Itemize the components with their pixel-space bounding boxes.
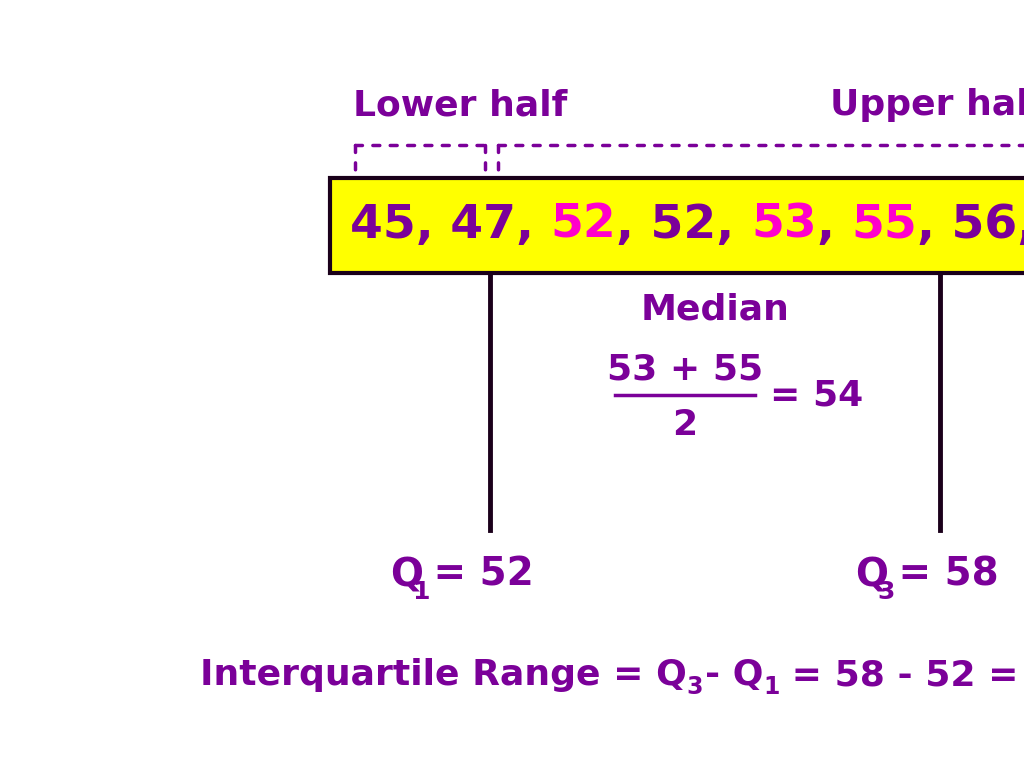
Text: = 58 - 52 = 6: = 58 - 52 = 6 xyxy=(779,658,1024,692)
Text: = 58: = 58 xyxy=(885,556,998,594)
Text: = 54: = 54 xyxy=(770,378,863,412)
Text: Q: Q xyxy=(390,556,423,594)
Text: , 56,: , 56, xyxy=(916,203,1024,248)
Text: 55: 55 xyxy=(851,203,916,248)
Text: Q: Q xyxy=(855,556,888,594)
Bar xyxy=(330,178,1024,273)
Text: 1: 1 xyxy=(412,580,429,604)
Text: - Q: - Q xyxy=(705,658,763,692)
Text: , 52,: , 52, xyxy=(616,203,751,248)
Text: Median: Median xyxy=(641,293,790,327)
Text: 52: 52 xyxy=(551,203,616,248)
Text: Interquartile Range = Q: Interquartile Range = Q xyxy=(200,658,687,692)
Text: ,: , xyxy=(816,203,851,248)
Text: 1: 1 xyxy=(763,675,779,699)
Text: Upper half: Upper half xyxy=(830,88,1024,122)
Text: 45, 47,: 45, 47, xyxy=(350,203,551,248)
Text: 3: 3 xyxy=(877,580,894,604)
Text: 53 + 55: 53 + 55 xyxy=(607,353,763,387)
Text: 53: 53 xyxy=(751,203,816,248)
Text: 2: 2 xyxy=(673,408,697,442)
Text: = 52: = 52 xyxy=(420,556,534,594)
Text: 3: 3 xyxy=(687,675,703,699)
Text: Lower half: Lower half xyxy=(353,88,567,122)
